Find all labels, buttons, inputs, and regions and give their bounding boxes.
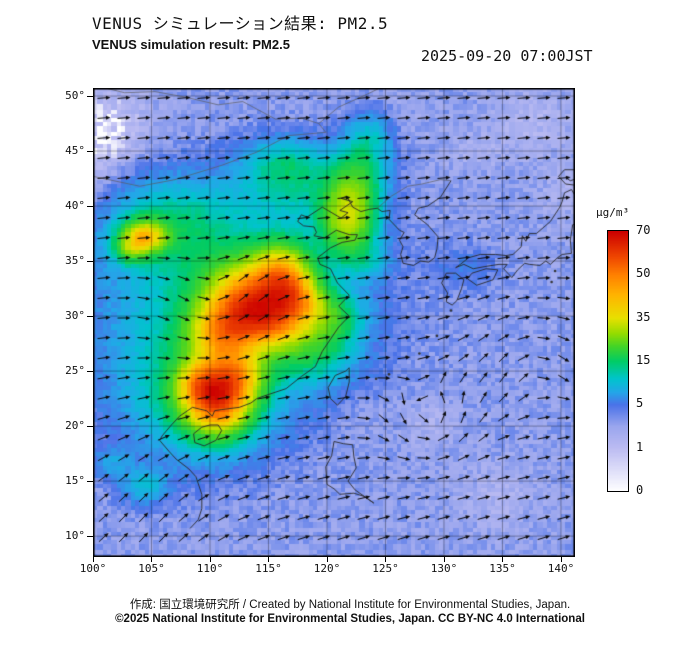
lon-tick-label: 135°	[489, 562, 516, 575]
lat-tick-mark	[87, 481, 93, 483]
lat-tick-label: 40°	[65, 199, 85, 213]
lat-tick-mark	[87, 206, 93, 208]
legend-tick-label: 1	[636, 440, 644, 454]
lon-tick-label: 140°	[547, 562, 575, 575]
simulation-timestamp: 2025-09-20 07:00JST	[421, 47, 593, 65]
lat-tick-label: 20°	[65, 419, 85, 433]
lat-tick-label: 30°	[65, 309, 85, 323]
legend-colorbar-frame	[607, 230, 629, 492]
lat-tick-label: 10°	[65, 529, 85, 543]
legend-tick-label: 50	[636, 266, 651, 280]
lon-tick-label: 115°	[255, 562, 282, 575]
legend-tick-label: 0	[636, 483, 644, 497]
lon-tick-mark	[560, 557, 562, 562]
lat-tick-label: 15°	[65, 474, 85, 488]
lat-tick-mark	[87, 316, 93, 318]
map-canvas	[93, 88, 575, 557]
lon-tick-label: 120°	[313, 562, 341, 575]
lat-tick-label: 25°	[65, 364, 85, 378]
lon-tick-mark	[209, 557, 211, 562]
legend-tick-label: 15	[636, 353, 651, 367]
lon-tick-mark	[151, 557, 153, 562]
legend-tick-label: 70	[636, 223, 651, 237]
footer-copyright: ©2025 National Institute for Environment…	[115, 613, 585, 625]
lat-tick-label: 35°	[65, 254, 85, 268]
legend-colorbar	[608, 231, 628, 491]
lon-tick-label: 130°	[430, 562, 458, 575]
lat-tick-mark	[87, 371, 93, 373]
legend-unit-label: μg/m³	[596, 206, 630, 219]
lon-tick-mark	[502, 557, 504, 562]
lon-tick-mark	[326, 557, 328, 562]
page-title-english: VENUS simulation result: PM2.5	[92, 37, 290, 52]
legend-tick-label: 5	[636, 396, 644, 410]
lat-tick-mark	[87, 96, 93, 98]
lat-tick-mark	[87, 151, 93, 153]
lon-tick-mark	[385, 557, 387, 562]
legend-tick-label: 35	[636, 310, 651, 324]
lon-tick-mark	[443, 557, 445, 562]
lon-tick-label: 105°	[138, 562, 165, 575]
lon-tick-label: 100°	[79, 562, 107, 575]
lon-tick-label: 110°	[196, 562, 224, 575]
lat-tick-mark	[87, 426, 93, 428]
lat-tick-mark	[87, 261, 93, 263]
lat-tick-label: 50°	[65, 89, 85, 103]
page-title-japanese: VENUS シミュレーション結果: PM2.5	[92, 14, 389, 33]
footer-credit: 作成: 国立環境研究所 / Created by National Instit…	[129, 599, 571, 611]
lat-tick-mark	[87, 536, 93, 538]
lon-tick-label: 125°	[372, 562, 399, 575]
lon-tick-mark	[93, 557, 94, 562]
map-frame	[93, 88, 575, 557]
lon-tick-mark	[268, 557, 270, 562]
lat-tick-label: 45°	[65, 144, 85, 158]
